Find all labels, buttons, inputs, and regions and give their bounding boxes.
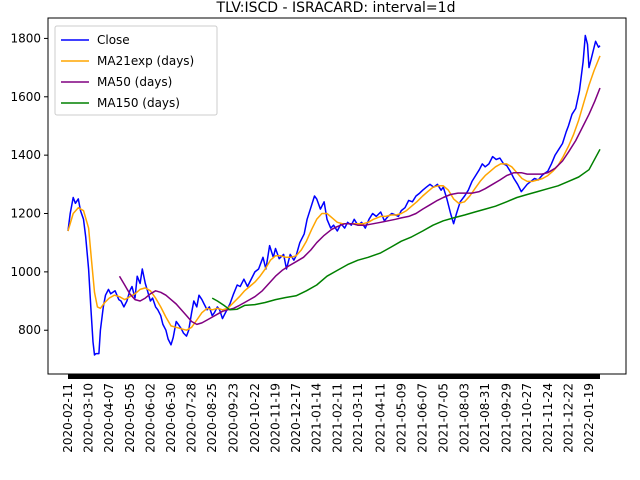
x-tick-label: 2021-11-24 bbox=[541, 383, 555, 453]
y-tick-label: 1800 bbox=[10, 31, 41, 45]
x-tick-label: 2021-12-22 bbox=[561, 383, 575, 453]
x-tick-label: 2020-08-25 bbox=[205, 383, 219, 453]
chart-title: TLV:ISCD - ISRACARD: interval=1d bbox=[216, 0, 456, 16]
x-tick-label: 2021-06-07 bbox=[416, 383, 430, 453]
legend: Close MA21exp (days) MA50 (days) MA150 (day… bbox=[54, 25, 218, 116]
legend-label: MA21exp (days) bbox=[97, 54, 194, 68]
x-tick-label: 2020-07-28 bbox=[185, 383, 199, 453]
plot-area bbox=[47, 17, 627, 375]
x-tick-label: 2020-06-02 bbox=[143, 383, 157, 453]
y-tick-label: 1600 bbox=[10, 90, 41, 104]
x-tick-label: 2021-09-29 bbox=[500, 383, 514, 453]
x-tick-label: 2020-09-23 bbox=[227, 383, 241, 453]
x-tick-label: 2021-08-31 bbox=[478, 383, 492, 453]
y-tick-label: 1400 bbox=[10, 148, 41, 162]
series-line-ma50-days bbox=[118, 87, 601, 326]
x-tick-label: 2021-03-11 bbox=[351, 383, 365, 453]
x-tick-marks-dense bbox=[68, 374, 600, 379]
x-tick-label: 2021-02-11 bbox=[330, 383, 344, 453]
legend-box bbox=[54, 25, 218, 116]
x-tick-label: 2021-05-09 bbox=[394, 383, 408, 453]
y-tick-label: 800 bbox=[18, 323, 41, 337]
x-tick-label: 2020-11-19 bbox=[269, 383, 283, 453]
x-tick-label: 2022-01-19 bbox=[582, 383, 596, 453]
x-tick-label: 2021-01-14 bbox=[310, 383, 324, 453]
x-tick-label: 2020-04-07 bbox=[102, 383, 116, 453]
legend-label: MA150 (days) bbox=[97, 96, 180, 110]
x-tick-label: 2021-07-05 bbox=[436, 383, 450, 453]
y-axis: 800 1000 1200 1400 1600 1800 bbox=[10, 31, 48, 337]
x-tick-label: 2021-08-03 bbox=[458, 383, 472, 453]
legend-label: Close bbox=[97, 33, 130, 47]
y-tick-label: 1000 bbox=[10, 265, 41, 279]
x-tick-label: 2020-12-17 bbox=[289, 383, 303, 453]
series-line-ma150-days bbox=[211, 148, 601, 311]
x-tick-label: 2021-10-27 bbox=[520, 383, 534, 453]
legend-label: MA50 (days) bbox=[97, 75, 172, 89]
y-tick-label: 1200 bbox=[10, 207, 41, 221]
x-axis: 2020-02-11 2020-03-10 2020-04-07 2020-05-05… bbox=[61, 374, 600, 453]
x-tick-label: 2020-05-05 bbox=[123, 383, 137, 453]
x-tick-label: 2020-10-22 bbox=[248, 383, 262, 453]
series-line-ma21exp-days bbox=[67, 55, 601, 331]
x-tick-label: 2020-02-11 bbox=[61, 383, 75, 453]
x-tick-label: 2021-04-11 bbox=[374, 383, 388, 453]
x-tick-label: 2020-06-30 bbox=[164, 383, 178, 453]
x-tick-label: 2020-03-10 bbox=[82, 383, 96, 453]
